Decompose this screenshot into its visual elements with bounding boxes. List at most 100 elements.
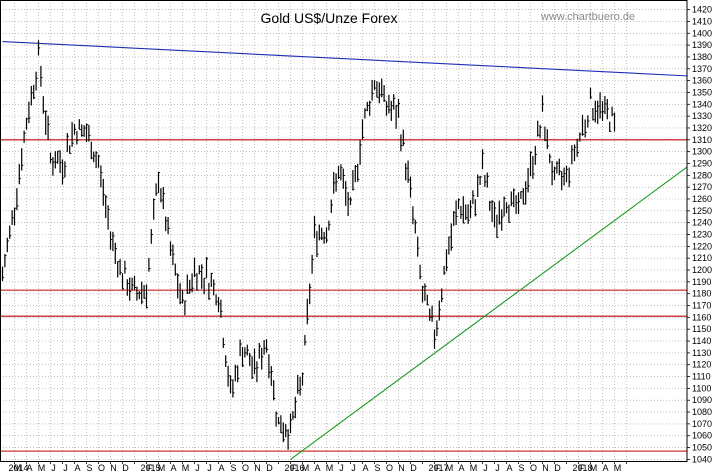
watermark-text: www.chartbuero.de	[540, 11, 635, 23]
x-tick-label: M	[38, 463, 46, 473]
trendlines	[2, 41, 688, 460]
y-tick-label: 1400	[692, 28, 712, 38]
x-tick-label: D	[122, 463, 129, 473]
x-tick-label: 2018	[573, 463, 593, 473]
y-tick-label: 1420	[692, 5, 712, 15]
x-tick-label: O	[530, 463, 537, 473]
x-tick-label: J	[63, 463, 68, 473]
y-tick-label: 1080	[692, 407, 712, 417]
y-tick-label: 1040	[692, 454, 712, 464]
x-tick-label: A	[506, 463, 512, 473]
y-tick-label: 1300	[692, 147, 712, 157]
x-tick-label: O	[98, 463, 105, 473]
y-tick-label: 1250	[692, 206, 712, 216]
y-tick-label: 1230	[692, 230, 712, 240]
resistance-trendline	[2, 41, 688, 77]
y-tick-label: 1150	[692, 324, 711, 334]
x-tick-label: A	[602, 463, 608, 473]
y-tick-label: 1210	[692, 253, 712, 263]
x-tick-label: A	[458, 463, 464, 473]
x-tick-label: N	[542, 463, 549, 473]
y-tick-label: 1100	[692, 383, 711, 393]
y-tick-label: 1360	[692, 76, 712, 86]
chart-title: Gold US$/Unze Forex	[261, 10, 398, 26]
x-tick-label: D	[554, 463, 561, 473]
y-tick-label: 1070	[692, 419, 712, 429]
x-tick-label: D	[266, 463, 273, 473]
x-tick-label: M	[326, 463, 334, 473]
y-tick-label: 1380	[692, 52, 712, 62]
y-tick-label: 1260	[692, 194, 712, 204]
x-tick-label: M	[470, 463, 478, 473]
x-tick-label: M	[614, 463, 622, 473]
price-bars	[1, 40, 616, 450]
x-tick-label: A	[74, 463, 80, 473]
x-tick-label: A	[218, 463, 224, 473]
y-tick-label: 1060	[692, 431, 712, 441]
y-tick-label: 1120	[692, 360, 711, 370]
x-tick-label: J	[495, 463, 500, 473]
x-tick-label: M	[446, 463, 454, 473]
x-tick-label: F	[579, 463, 585, 473]
y-tick-label: 1280	[692, 170, 712, 180]
x-tick-label: 2015	[141, 463, 161, 473]
y-tick-label: 1320	[692, 123, 712, 133]
y-tick-label: 1290	[692, 158, 712, 168]
x-tick-label: S	[86, 463, 92, 473]
x-tick-label: M	[302, 463, 310, 473]
x-tick-label: A	[362, 463, 368, 473]
y-tick-label: 1220	[692, 241, 712, 251]
x-tick-label: A	[314, 463, 320, 473]
x-tick-label: J	[51, 463, 56, 473]
y-tick-label: 1090	[692, 395, 712, 405]
y-tick-label: 1110	[692, 372, 711, 382]
x-tick-label: O	[386, 463, 393, 473]
x-tick-label: J	[207, 463, 212, 473]
y-tick-label: 1270	[692, 182, 712, 192]
x-tick-label: 2016	[285, 463, 305, 473]
x-tick-label: N	[254, 463, 261, 473]
x-tick-label: M	[182, 463, 190, 473]
y-tick-label: 1170	[692, 301, 711, 311]
y-tick-label: 1370	[692, 64, 712, 74]
horizontal-levels	[0, 139, 687, 452]
x-tick-label: J	[195, 463, 200, 473]
x-tick-label: S	[518, 463, 524, 473]
y-tick-label: 1130	[692, 348, 711, 358]
y-tick-label: 1340	[692, 99, 712, 109]
x-tick-label: M	[590, 463, 598, 473]
x-tick-label: F	[147, 463, 153, 473]
x-tick-label: F	[435, 463, 441, 473]
y-tick-label: 1410	[692, 16, 712, 26]
x-tick-label: N	[110, 463, 117, 473]
x-tick-label: S	[374, 463, 380, 473]
y-tick-label: 1200	[692, 265, 712, 275]
y-tick-label: 1160	[692, 312, 711, 322]
x-tick-label: 2017	[429, 463, 449, 473]
y-tick-label: 1180	[692, 289, 711, 299]
x-tick-label: 2014	[9, 463, 29, 473]
plot-frame	[0, 0, 688, 462]
y-tick-label: 1330	[692, 111, 712, 121]
x-tick-label: N	[398, 463, 405, 473]
x-tick-label: J	[483, 463, 488, 473]
y-tick-label: 1350	[692, 87, 712, 97]
x-tick-label: J	[351, 463, 356, 473]
y-tick-label: 1140	[692, 336, 711, 346]
grid-lines	[0, 0, 687, 461]
y-tick-label: 1050	[692, 443, 712, 453]
x-tick-label: S	[230, 463, 236, 473]
y-tick-label: 1390	[692, 40, 712, 50]
x-tick-label: M	[158, 463, 166, 473]
y-tick-label: 1190	[692, 277, 711, 287]
x-tick-label: A	[170, 463, 176, 473]
x-tick-label: M	[14, 463, 22, 473]
y-tick-label: 1310	[692, 135, 712, 145]
support-trendline	[290, 166, 688, 460]
plot-border	[0, 0, 688, 462]
x-tick-label: A	[26, 463, 32, 473]
x-tick-label: F	[291, 463, 297, 473]
